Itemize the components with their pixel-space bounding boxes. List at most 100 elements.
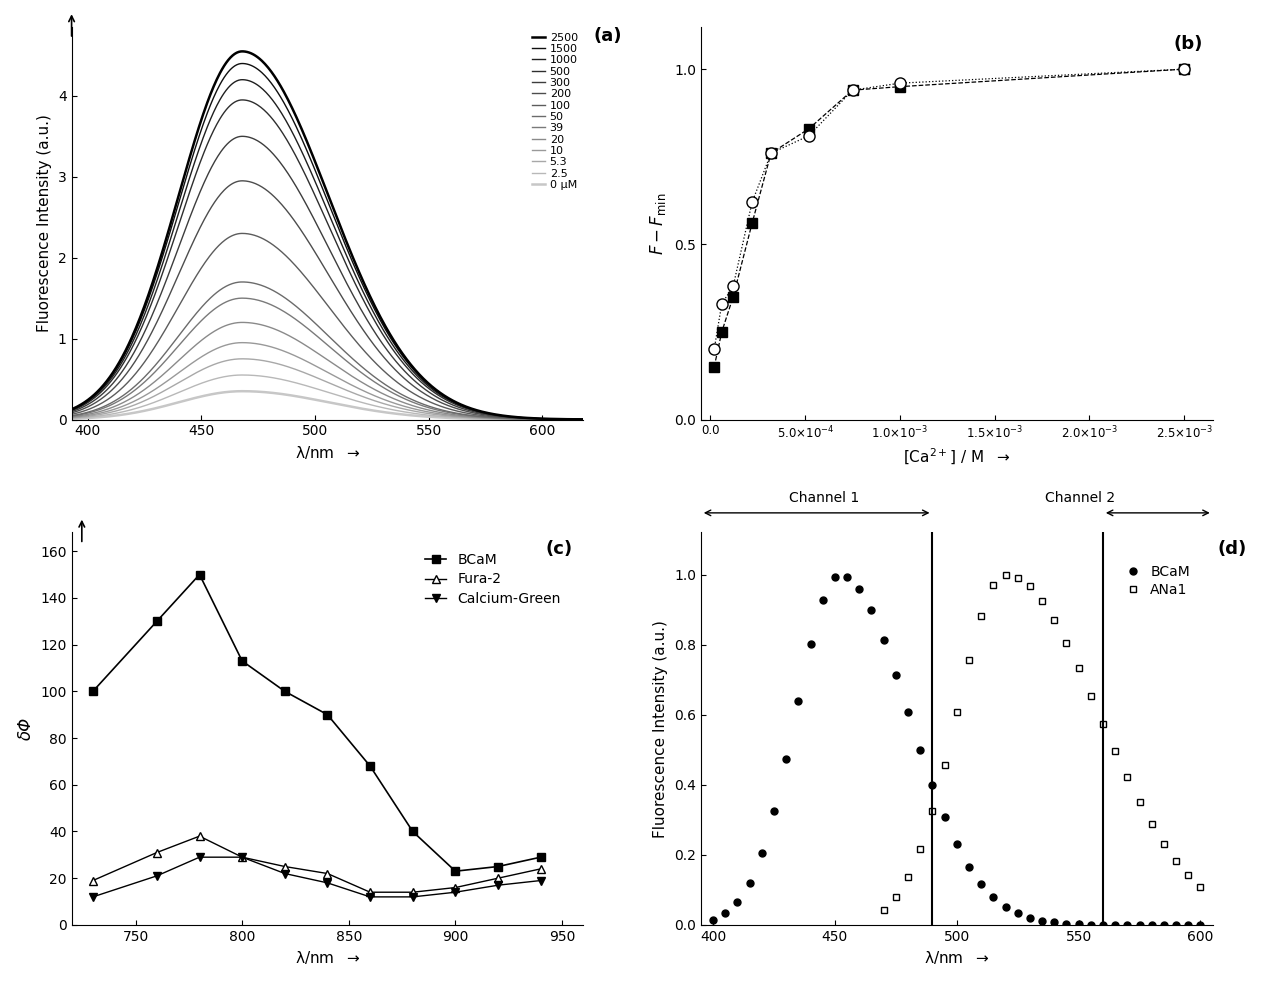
Calcium-Green [277,868,292,880]
BCaM [1181,919,1196,931]
Text: Channel 2: Channel 2 [1045,492,1115,505]
X-axis label: λ/nm  $\rightarrow$: λ/nm $\rightarrow$ [294,444,360,461]
ANa1 [1010,572,1026,584]
Fura-2 [277,861,292,873]
BCaM [937,811,952,823]
BCaM [717,907,733,919]
Calcium-Green [86,891,101,902]
Fura-2 [149,846,164,858]
ANa1 [1084,690,1099,702]
BCaM [149,615,164,627]
BCaM [864,605,879,616]
Line: Calcium-Green: Calcium-Green [88,853,544,901]
BCaM [1084,919,1099,931]
Line: Fura-2: Fura-2 [88,832,544,896]
Y-axis label: Fluorescence Intensity (a.u.): Fluorescence Intensity (a.u.) [38,114,52,332]
BCaM [192,568,207,580]
Line: BCaM: BCaM [710,573,1204,928]
BCaM [778,753,793,765]
ANa1 [1108,745,1123,757]
BCaM [815,594,830,606]
Calcium-Green [533,875,548,887]
Calcium-Green [490,880,505,892]
ANa1 [925,805,940,817]
Fura-2 [362,887,378,898]
BCaM [1034,915,1050,927]
Y-axis label: $F - F_{\mathrm{min}}$: $F - F_{\mathrm{min}}$ [648,192,668,255]
Fura-2 [86,875,101,887]
ANa1 [1095,718,1110,729]
Line: BCaM: BCaM [88,570,544,875]
BCaM [277,685,292,697]
Calcium-Green [235,851,250,863]
BCaM [362,760,378,772]
ANa1 [1168,855,1183,867]
ANa1 [1192,881,1207,893]
BCaM [448,865,464,877]
Text: (d): (d) [1218,541,1247,558]
Calcium-Green [149,870,164,882]
BCaM [490,861,505,873]
ANa1 [1071,663,1086,674]
BCaM [925,780,940,791]
BCaM [791,695,806,707]
BCaM [743,877,758,889]
BCaM [320,709,335,721]
BCaM [405,826,421,838]
BCaM [1010,907,1026,919]
BCaM [1192,919,1207,931]
Text: Channel 1: Channel 1 [788,492,859,505]
BCaM [533,851,548,863]
Fura-2 [235,851,250,863]
Legend: BCaM, ANa1: BCaM, ANa1 [1123,559,1196,603]
BCaM [827,571,842,583]
ANa1 [913,843,928,855]
ANa1 [1058,637,1074,649]
ANa1 [877,903,892,915]
Y-axis label: Fluorescence Intensity (a.u.): Fluorescence Intensity (a.u.) [653,619,668,838]
BCaM [1095,919,1110,931]
Text: (c): (c) [546,541,573,558]
BCaM [1022,912,1037,924]
X-axis label: λ/nm  $\rightarrow$: λ/nm $\rightarrow$ [294,950,360,966]
BCaM [888,669,903,681]
Calcium-Green [192,851,207,863]
BCaM [1047,916,1062,928]
Text: (b): (b) [1173,35,1202,53]
BCaM [706,913,721,925]
BCaM [877,634,892,646]
BCaM [901,707,916,719]
BCaM [767,805,782,817]
BCaM [754,847,769,859]
ANa1 [974,609,989,621]
ANa1 [985,579,1000,591]
Calcium-Green [320,877,335,889]
ANa1 [998,568,1013,580]
BCaM [1120,919,1135,931]
BCaM [1168,919,1183,931]
BCaM [913,744,928,756]
BCaM [86,685,101,697]
BCaM [985,892,1000,903]
BCaM [235,655,250,666]
ANa1 [901,872,916,884]
Line: ANa1: ANa1 [880,571,1204,913]
BCaM [803,639,818,651]
Calcium-Green [405,891,421,902]
BCaM [1108,919,1123,931]
ANa1 [1022,581,1037,593]
ANa1 [1132,796,1147,808]
BCaM [974,878,989,890]
Fura-2 [320,868,335,880]
Fura-2 [533,863,548,875]
Fura-2 [192,831,207,842]
BCaM [1058,917,1074,929]
ANa1 [950,707,965,719]
Y-axis label: δΦ: δΦ [16,717,34,740]
BCaM [840,571,855,583]
BCaM [1071,918,1086,930]
ANa1 [1034,595,1050,607]
ANa1 [1047,614,1062,626]
ANa1 [1157,838,1172,849]
Fura-2 [405,887,421,898]
